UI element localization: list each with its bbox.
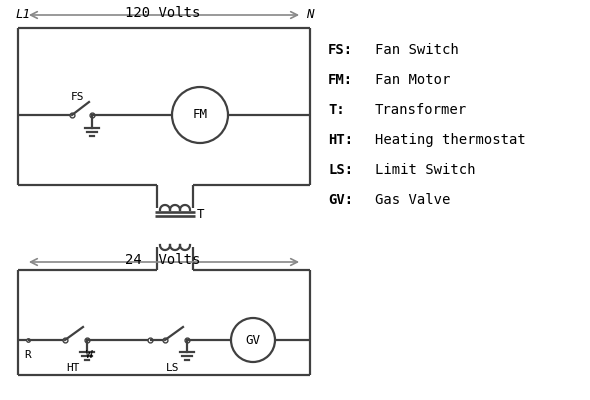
Text: N: N [306,8,313,22]
Text: FS: FS [70,92,84,102]
Text: T:: T: [328,103,345,117]
Text: Fan Switch: Fan Switch [375,43,459,57]
Text: FM: FM [192,108,208,122]
Text: Gas Valve: Gas Valve [375,193,450,207]
Text: FM:: FM: [328,73,353,87]
Text: 120 Volts: 120 Volts [125,6,201,20]
Text: 24  Volts: 24 Volts [125,253,201,267]
Text: GV:: GV: [328,193,353,207]
Text: HT:: HT: [328,133,353,147]
Text: T: T [197,208,205,220]
Text: Limit Switch: Limit Switch [375,163,476,177]
Text: Fan Motor: Fan Motor [375,73,450,87]
Text: Heating thermostat: Heating thermostat [375,133,526,147]
Text: R: R [25,350,31,360]
Text: LS:: LS: [328,163,353,177]
Text: LS: LS [166,363,180,373]
Text: L1: L1 [16,8,31,22]
Text: HT: HT [66,363,80,373]
Text: Transformer: Transformer [375,103,467,117]
Text: W: W [86,350,93,360]
Text: FS:: FS: [328,43,353,57]
Text: GV: GV [245,334,261,346]
